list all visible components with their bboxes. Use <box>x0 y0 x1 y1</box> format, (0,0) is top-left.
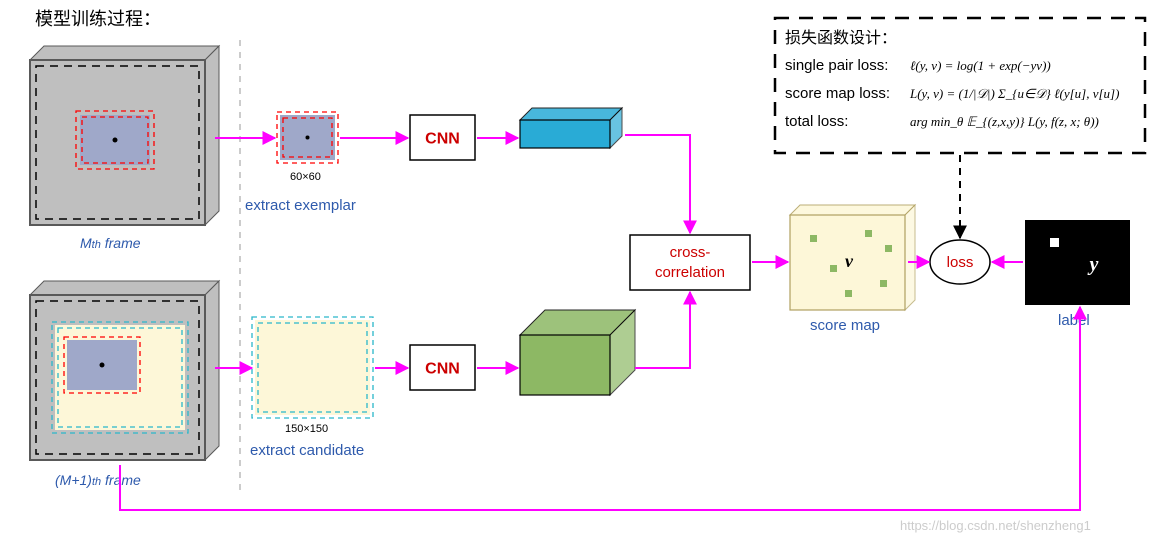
watermark: https://blog.csdn.net/shenzheng1 <box>900 518 1091 533</box>
loss-row-formula-1: L(y, v) = (1/|𝒟|) Σ_{u∈𝒟} ℓ(y[u], v[u]) <box>909 86 1119 101</box>
loss-label: loss <box>947 254 974 271</box>
candidate-size: 150×150 <box>285 423 328 435</box>
mth-frame-label: Mth frame <box>80 235 141 251</box>
m1th-frame-label: (M+1)th frame <box>55 472 141 488</box>
label-y: y <box>1088 254 1099 276</box>
m1th-frame: (M+1)th frame <box>30 281 219 488</box>
loss-row-name-1: score map loss: <box>785 85 890 102</box>
exemplar-patch: 60×60 extract exemplar <box>245 112 356 214</box>
candidate-patch: 150×150 extract candidate <box>250 317 373 459</box>
crosscorr-line2: correlation <box>655 264 725 281</box>
loss-design-box: 损失函数设计： single pair loss: ℓ(y, v) = log(1 … <box>775 18 1145 153</box>
cnn-top-label: CNN <box>425 131 460 148</box>
cross-correlation-box: cross-correlation <box>630 235 750 290</box>
diagram-title: 模型训练过程： <box>35 9 161 29</box>
loss-row-name-0: single pair loss: <box>785 57 888 74</box>
loss-row-formula-2: arg min_θ 𝔼_{(z,x,y)} L(y, f(z, x; θ)) <box>910 114 1099 129</box>
cnn-bot-label: CNN <box>425 361 460 378</box>
score-map-v: v <box>845 251 854 271</box>
exemplar-label: extract exemplar <box>245 197 356 214</box>
crosscorr-line1: cross- <box>670 244 711 261</box>
candidate-label: extract candidate <box>250 442 364 459</box>
label-text: label <box>1058 312 1090 329</box>
exemplar-size: 60×60 <box>290 171 321 183</box>
loss-row-formula-0: ℓ(y, v) = log(1 + exp(−yv)) <box>910 58 1051 73</box>
cnn-top: CNN <box>410 115 475 160</box>
arrow-feat-bot-to-cc <box>635 292 690 368</box>
score-map-label: score map <box>810 317 880 334</box>
mth-frame: Mth frame <box>30 46 219 251</box>
cnn-bot: CNN <box>410 345 475 390</box>
feature-top <box>520 108 622 148</box>
feature-bot <box>520 310 635 395</box>
label-box: y label <box>1025 220 1130 329</box>
score-map: v score map <box>790 205 915 334</box>
loss-design-title: 损失函数设计： <box>785 29 897 47</box>
arrow-feat-top-to-cc <box>625 135 690 233</box>
loss-node: loss <box>930 240 990 284</box>
loss-row-name-2: total loss: <box>785 113 848 130</box>
